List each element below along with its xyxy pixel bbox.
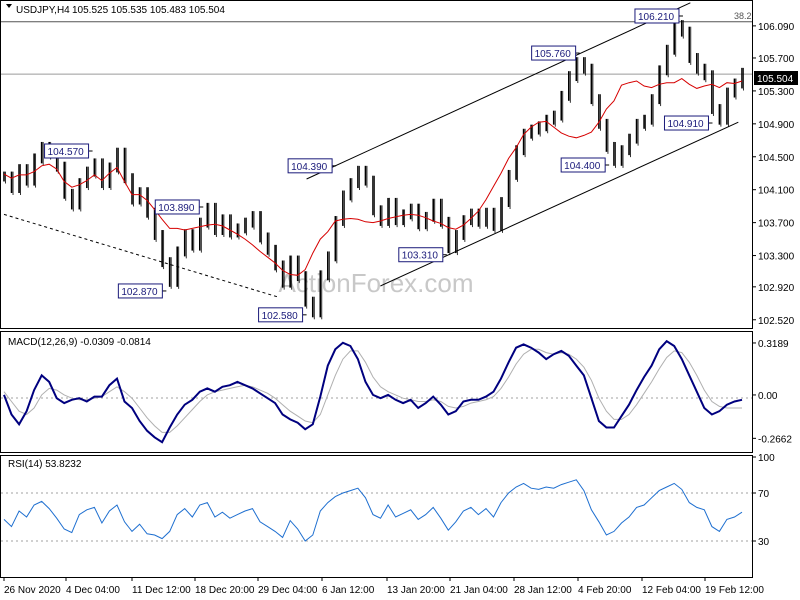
macd-tick-label: 0.00 bbox=[758, 391, 778, 402]
macd-panel: MACD(12,26,9) -0.0309 -0.0814 0.3189 0.00… bbox=[0, 331, 792, 453]
rsi-line bbox=[3, 479, 743, 542]
price-tick-label: 102.520 bbox=[758, 316, 795, 327]
macd-tick-label: -0.2662 bbox=[758, 434, 792, 445]
macd-panel-frame bbox=[0, 331, 753, 453]
fib-level: 38.2 bbox=[1, 11, 752, 75]
annotation-box bbox=[44, 143, 90, 159]
rsi-panel: RSI(14) 53.8232 100 70 30 bbox=[0, 453, 775, 578]
annotation-box bbox=[560, 157, 606, 173]
upper-channel-b bbox=[306, 2, 691, 180]
price-tick-label: 105.700 bbox=[758, 54, 795, 65]
ohlc-readout: 105.525 105.535 105.483 105.504 bbox=[72, 5, 225, 16]
rsi-axis: 100 70 30 bbox=[752, 453, 775, 548]
annotation-label: 104.910 bbox=[667, 119, 704, 130]
time-tick-label: 11 Dec 12:00 bbox=[132, 585, 191, 596]
time-tick-label: 21 Jan 04:00 bbox=[450, 585, 508, 596]
annotation-label: 105.760 bbox=[535, 49, 572, 60]
price-tick-label: 105.300 bbox=[758, 87, 795, 98]
price-panel: ActionForex.com 106.090 105.700 105.300 104… bbox=[0, 0, 798, 329]
annotation-label: 102.580 bbox=[262, 311, 299, 322]
annotation-label: 103.310 bbox=[402, 251, 439, 262]
chart-title: USDJPY,H4 bbox=[16, 5, 70, 16]
time-tick-label: 4 Dec 04:00 bbox=[66, 585, 120, 596]
price-axis: 106.090 105.700 105.300 104.900 104.500 104.1… bbox=[752, 22, 795, 327]
time-tick-label: 13 Jan 20:00 bbox=[387, 585, 445, 596]
watermark: ActionForex.com bbox=[278, 268, 473, 298]
annotation-label: 102.870 bbox=[121, 287, 158, 298]
annotation-box bbox=[117, 283, 163, 299]
time-tick-label: 18 Dec 20:00 bbox=[195, 585, 255, 596]
annotation-box bbox=[287, 158, 333, 174]
time-tick-label: 26 Nov 2020 bbox=[4, 585, 61, 596]
price-tick-label: 103.300 bbox=[758, 252, 795, 263]
price-tick-label: 106.090 bbox=[758, 22, 795, 33]
time-tick-label: 6 Jan 12:00 bbox=[322, 585, 375, 596]
price-tick-label: 104.100 bbox=[758, 186, 795, 197]
annotation-label: 106.210 bbox=[638, 12, 675, 23]
macd-axis: 0.3189 0.00 -0.2662 bbox=[752, 339, 792, 445]
rsi-tick-label: 70 bbox=[758, 489, 770, 500]
annotation-box bbox=[663, 115, 709, 131]
rsi-tick-label: 30 bbox=[758, 537, 770, 548]
time-tick-label: 12 Feb 04:00 bbox=[642, 585, 701, 596]
annotation-label: 104.390 bbox=[291, 162, 328, 173]
collapse-arrow-icon[interactable] bbox=[6, 4, 12, 8]
annotation-label: 104.570 bbox=[48, 147, 85, 158]
rsi-levels bbox=[1, 492, 752, 542]
last-price-box bbox=[754, 71, 798, 85]
annotation-box bbox=[531, 45, 577, 61]
annotation-box bbox=[634, 8, 680, 24]
price-tick-label: 104.900 bbox=[758, 120, 795, 131]
price-tick-label: 104.500 bbox=[758, 153, 795, 164]
rsi-tick-label: 100 bbox=[758, 453, 775, 464]
annotation-box bbox=[258, 307, 304, 323]
rsi-label: RSI(14) 53.8232 bbox=[8, 459, 82, 470]
time-tick-label: 4 Feb 20:00 bbox=[578, 585, 632, 596]
time-tick-label: 29 Dec 04:00 bbox=[258, 585, 318, 596]
time-tick-label: 28 Jan 12:00 bbox=[514, 585, 572, 596]
price-bars bbox=[3, 20, 744, 320]
moving-average-line bbox=[3, 78, 743, 276]
macd-line bbox=[3, 339, 743, 444]
annotation-box bbox=[398, 247, 444, 263]
annotation-label: 103.890 bbox=[158, 203, 195, 214]
price-tick-label: 103.700 bbox=[758, 219, 795, 230]
last-price-label: 105.504 bbox=[757, 74, 794, 85]
macd-label: MACD(12,26,9) -0.0309 -0.0814 bbox=[8, 337, 151, 348]
macd-tick-label: 0.3189 bbox=[758, 339, 789, 350]
price-tick-label: 102.920 bbox=[758, 283, 795, 294]
fib-level-label: 38.2 bbox=[734, 11, 752, 21]
price-annotations: 104.570 103.890 102.870 102.580 104.390 103.3… bbox=[44, 8, 713, 323]
annotation-label: 104.400 bbox=[564, 161, 601, 172]
annotation-box bbox=[154, 199, 200, 215]
time-tick-label: 19 Feb 12:00 bbox=[705, 585, 764, 596]
time-axis: 26 Nov 2020 4 Dec 04:00 11 Dec 12:00 18 Dec… bbox=[3, 577, 764, 596]
